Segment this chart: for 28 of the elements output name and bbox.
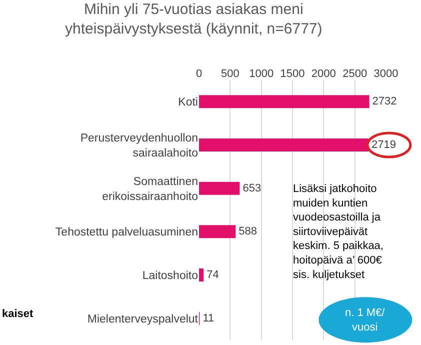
x-tick-label: 1000: [249, 68, 274, 80]
bar: [199, 138, 368, 152]
y-tick-label: Somaattinen erikoissairaanhoito: [102, 176, 198, 203]
x-tick-label: 0: [196, 68, 202, 80]
data-label: 2732: [372, 96, 397, 108]
x-tick-label: 500: [220, 68, 240, 80]
bar: [199, 95, 370, 108]
annotation: n. 1 M€/ vuosi: [345, 307, 386, 334]
x-tick-label: 2000: [311, 68, 336, 80]
bar: [199, 225, 236, 238]
bar: [199, 182, 240, 195]
data-label: 11: [202, 312, 214, 324]
data-label: 74: [206, 269, 219, 281]
y-tick-label: Perusterveydenhuollon sairaalahoito: [80, 132, 198, 160]
x-tick-label: 2500: [342, 68, 368, 80]
data-label: 588: [238, 226, 258, 238]
y-tick-label: Tehostettu palveluasuminen: [55, 226, 198, 239]
x-tick-label: 1500: [280, 68, 305, 80]
y-tick-label: Mielenterveyspalvelut: [87, 313, 199, 326]
bar: [199, 268, 204, 282]
chart-title: Mihin yli 75-vuotias asiakas meni yhteispäivystyksestä (käynnit, n=6777): [65, 0, 322, 38]
data-label: 653: [242, 182, 262, 194]
annotation: Lisäksi jatkohoito muiden kuntien vuodeosastoilla ja siirtoviivepäivät keskim. 5 paikkaa, hoitopäivä a’ 600€ sis. kuljetukset: [293, 183, 384, 281]
y-tick-label: Koti: [178, 96, 198, 109]
data-label: 2719: [371, 139, 396, 151]
y-tick-label: Laitoshoito: [142, 270, 198, 282]
x-tick-label: 3000: [374, 68, 398, 80]
text: kaiset: [2, 308, 34, 320]
